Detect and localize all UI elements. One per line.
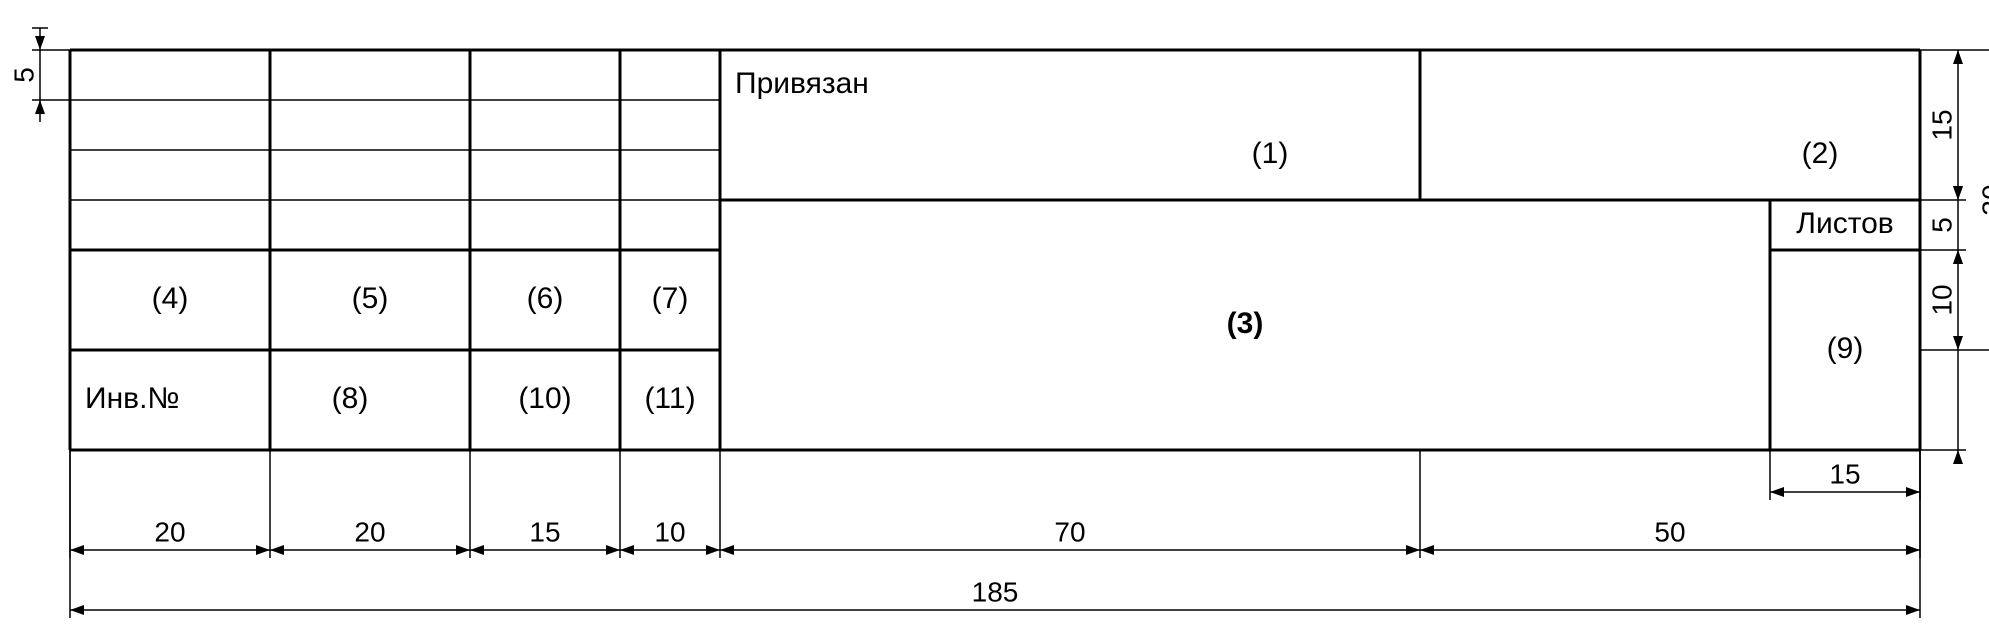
label-inv: Инв.№	[85, 382, 180, 415]
label-sheets: Листов	[1796, 207, 1893, 240]
label-cell6: (6)	[527, 282, 564, 315]
title-block-diagram: 5 15 5 10 30 15 20 20 15 10 70 50 185 Привязан (1) (2)…	[0, 0, 1989, 637]
dim-h15: 15	[1926, 109, 1957, 140]
label-cell7: (7)	[652, 282, 689, 315]
dim-w15: 15	[1829, 458, 1860, 489]
label-cell8: (8)	[332, 382, 369, 415]
label-cell9: (9)	[1827, 332, 1864, 365]
label-cell11: (11)	[644, 382, 695, 415]
label-cell1: (1)	[1252, 137, 1289, 170]
dim-h10: 10	[1926, 284, 1957, 315]
dim-col-2: 15	[529, 516, 560, 547]
dim-col-3: 10	[654, 516, 685, 547]
dim-col-0: 20	[154, 516, 185, 547]
label-bound: Привязан	[735, 67, 869, 100]
label-cell3: (3)	[1227, 307, 1264, 340]
label-cell2: (2)	[1802, 137, 1839, 170]
dim-h5-left: 5	[8, 67, 39, 83]
label-cell4: (4)	[152, 282, 189, 315]
label-cell5: (5)	[352, 282, 389, 315]
dim-w185: 185	[972, 576, 1019, 607]
label-cell10: (10)	[518, 382, 571, 415]
dim-h30: 30	[1976, 184, 1989, 215]
dim-h5: 5	[1926, 217, 1957, 233]
dim-col-1: 20	[354, 516, 385, 547]
dim-col-4: 70	[1054, 516, 1085, 547]
dim-col-5: 50	[1654, 516, 1685, 547]
